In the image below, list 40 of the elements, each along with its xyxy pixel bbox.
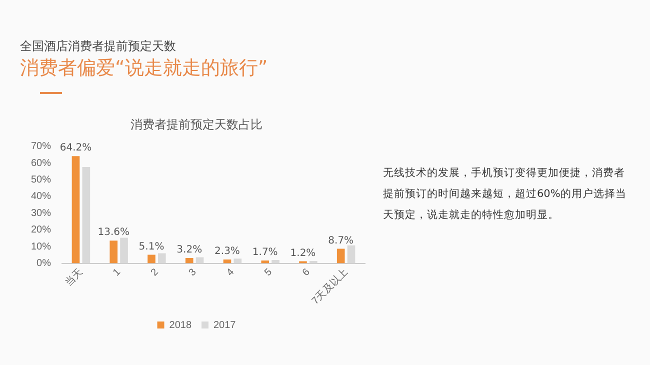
y-tick-label: 60% (31, 158, 52, 169)
data-label: 13.6% (98, 227, 130, 238)
data-label: 1.2% (290, 248, 316, 259)
data-label: 64.2% (60, 142, 92, 154)
y-tick-label: 70% (31, 141, 52, 152)
x-tick-label: 4 (224, 266, 237, 279)
y-tick-label: 50% (31, 174, 52, 186)
data-label: 8.7% (328, 235, 354, 246)
x-tick-label: 5 (262, 266, 275, 279)
x-tick-label: 当天 (62, 266, 86, 289)
data-label: 2.3% (214, 246, 240, 258)
legend-label: 2018 (169, 320, 192, 331)
bar (272, 260, 280, 264)
legend-label: 2017 (214, 320, 236, 331)
bar (234, 258, 242, 264)
text: 无线技术的发展，手机预订变得更加便捷，消费者提前预订的时间越来越短，超过60%的用户选择当天预定，说走就走的特性愈加明显。 (383, 166, 628, 223)
bar (110, 240, 118, 264)
y-tick-label: 20% (31, 224, 52, 236)
y-tick-label: 40% (31, 191, 52, 202)
text: 消费者偏爱“说走就走的旅行” (20, 56, 268, 81)
bar (120, 238, 128, 264)
x-tick-label: 2 (149, 266, 162, 279)
bar (347, 245, 356, 264)
bar (82, 166, 90, 264)
y-tick-label: 10% (31, 241, 52, 252)
bar (185, 258, 194, 264)
data-label: 3.2% (176, 244, 202, 256)
bar (148, 254, 156, 264)
x-tick-label: 3 (186, 266, 199, 279)
bar (336, 248, 345, 264)
y-tick-label: 30% (31, 208, 52, 219)
x-tick-label: 1 (111, 266, 124, 279)
data-label: 1.7% (252, 247, 278, 258)
data-label: 5.1% (138, 241, 164, 252)
text: 全国酒店消费者提前预定天数 (20, 38, 176, 55)
chart-title: 消费者提前预定天数占比 (130, 117, 262, 132)
y-tick-label: 0% (36, 258, 52, 270)
bar (72, 156, 80, 264)
bar (261, 260, 270, 264)
bar (158, 253, 166, 264)
